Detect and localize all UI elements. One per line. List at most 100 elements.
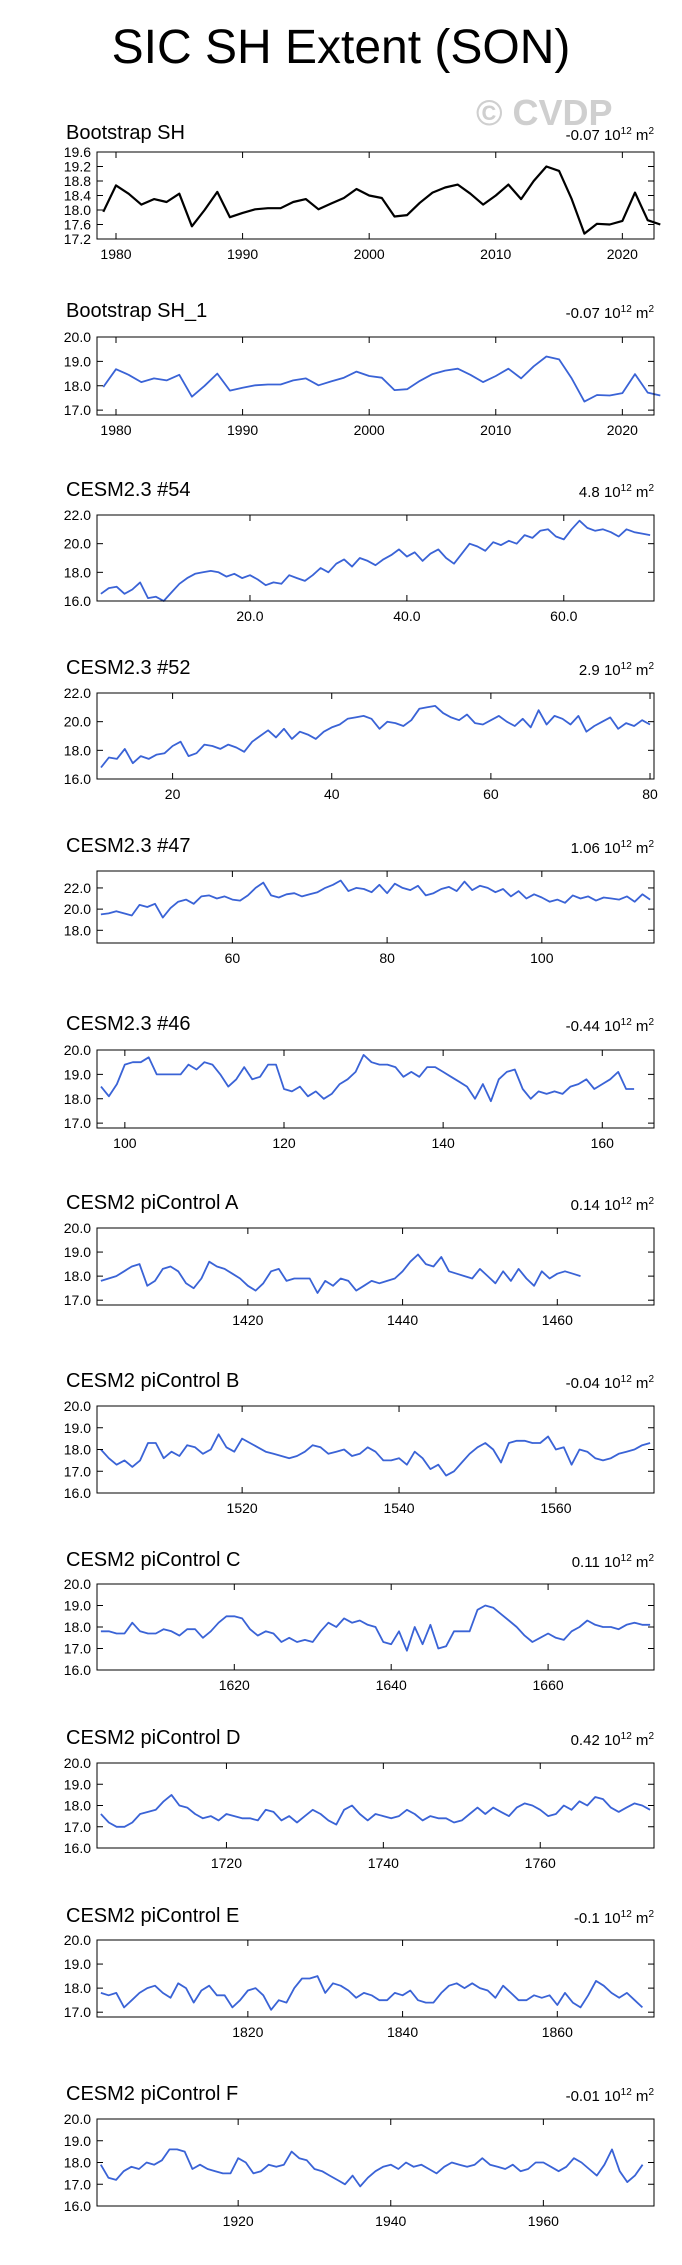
trend-value: -0.07 10 [565, 305, 621, 322]
trend-unit-exponent: 2 [648, 483, 654, 494]
series-line [100, 879, 651, 919]
panel-title: CESM2 piControl F [66, 2083, 239, 2105]
y-tick-label: 16.0 [64, 1840, 91, 1856]
y-tick-label: 20.0 [64, 1755, 91, 1771]
trend-value: 1.06 10 [570, 840, 621, 857]
panel-plot: 16.0 18.0 20.0 22.0 20 40 60 80 [64, 685, 658, 802]
x-tick-label: 1660 [533, 1677, 564, 1693]
y-tick-label: 20.0 [64, 1932, 91, 1948]
x-tick-label: 1540 [383, 1500, 414, 1516]
trend-value: -0.04 10 [565, 1375, 621, 1392]
trend-unit-exponent: 2 [648, 1017, 654, 1028]
panel-plot: 17.0 18.0 19.0 20.0 1820 1840 1860 [64, 1932, 655, 2040]
y-tick-label: 19.0 [64, 1420, 91, 1436]
trend-exponent: 12 [620, 1017, 632, 1028]
panel-trend-label: 0.42 1012 m2 [571, 1731, 654, 1749]
x-tick-label: 1980 [100, 246, 131, 262]
trend-unit: m [631, 662, 649, 679]
y-tick-label: 17.0 [64, 1463, 91, 1479]
x-tick-label: 2020 [607, 422, 638, 438]
plot-frame [96, 1227, 655, 1306]
plot-frame [96, 1049, 655, 1129]
x-tick-label: 1860 [542, 2024, 573, 2040]
panel-title: Bootstrap SH [66, 122, 185, 144]
panel-trend-label: -0.1 1012 m2 [574, 1909, 654, 1927]
trend-unit: m [631, 1910, 649, 1927]
panel-trend-label: -0.07 1012 m2 [566, 126, 654, 144]
x-tick-label: 1620 [219, 1677, 250, 1693]
y-tick-label: 18.0 [64, 1619, 91, 1635]
panel-title: CESM2 piControl E [66, 1905, 240, 1927]
y-tick-label: 19.2 [64, 159, 91, 175]
y-tick-label: 18.0 [64, 1798, 91, 1814]
trend-unit: m [631, 1732, 649, 1749]
panel-title: CESM2.3 #52 [66, 657, 191, 679]
series-line [100, 1253, 581, 1294]
y-tick-label: 20.0 [64, 2111, 91, 2127]
series-line [100, 705, 651, 769]
y-tick-label: 16.0 [64, 1662, 91, 1678]
plot-frame [96, 692, 655, 780]
x-tick-label: 1760 [525, 1855, 556, 1871]
panel-trend-label: -0.04 1012 m2 [566, 1374, 654, 1392]
panel-trend-label: 1.06 1012 m2 [571, 839, 654, 857]
trend-value: 0.11 10 [571, 1554, 621, 1571]
y-tick-label: 17.0 [64, 1292, 91, 1308]
trend-unit: m [631, 1018, 649, 1035]
x-tick-label: 1740 [368, 1855, 399, 1871]
trend-unit-exponent: 2 [648, 126, 654, 137]
y-tick-label: 19.0 [64, 1776, 91, 1792]
y-tick-label: 18.0 [64, 742, 91, 758]
plot-frame [96, 514, 655, 602]
y-tick-label: 18.0 [64, 564, 91, 580]
x-tick-label: 140 [431, 1135, 455, 1151]
panel-title: CESM2.3 #46 [66, 1013, 191, 1035]
x-tick-label: 1960 [528, 2213, 559, 2229]
trend-exponent: 12 [620, 1731, 632, 1742]
trend-value: -0.07 10 [565, 127, 621, 144]
y-tick-label: 17.0 [64, 1641, 91, 1657]
x-tick-label: 2020 [607, 246, 638, 262]
trend-unit-exponent: 2 [648, 2087, 654, 2098]
y-tick-label: 17.2 [64, 231, 91, 247]
panel-plot: 16.0 17.0 18.0 19.0 20.0 1720 1740 1760 [64, 1755, 655, 1871]
series-line [100, 1975, 644, 2011]
y-tick-label: 16.0 [64, 2198, 91, 2214]
trend-unit: m [631, 2088, 649, 2105]
y-tick-label: 16.0 [64, 771, 91, 787]
page-title: SIC SH Extent (SON) [111, 21, 571, 74]
x-tick-label: 2010 [480, 246, 511, 262]
x-tick-label: 80 [642, 786, 658, 802]
panel-plot: 16.0 17.0 18.0 19.0 20.0 1620 1640 1660 [64, 1576, 655, 1693]
y-tick-label: 19.0 [64, 353, 91, 369]
series-line [102, 355, 661, 403]
series-line [100, 1433, 651, 1477]
x-tick-label: 1990 [227, 422, 258, 438]
trend-value: -0.44 10 [565, 1018, 621, 1035]
trend-unit-exponent: 2 [648, 661, 654, 672]
y-tick-label: 20.0 [64, 1042, 91, 1058]
x-tick-label: 1720 [211, 1855, 242, 1871]
x-tick-label: 1420 [232, 1312, 263, 1328]
x-tick-label: 1980 [100, 422, 131, 438]
trend-exponent: 12 [620, 483, 632, 494]
trend-exponent: 12 [620, 1374, 632, 1385]
x-tick-label: 1440 [387, 1312, 418, 1328]
y-tick-label: 19.0 [64, 2133, 91, 2149]
y-tick-label: 20.0 [64, 901, 91, 917]
trend-unit: m [631, 127, 649, 144]
trend-exponent: 12 [620, 839, 632, 850]
x-tick-label: 2010 [480, 422, 511, 438]
trend-exponent: 12 [620, 661, 632, 672]
series-line [102, 165, 661, 235]
x-tick-label: 1920 [223, 2213, 254, 2229]
panel-trend-label: -0.01 1012 m2 [566, 2087, 654, 2105]
cvdp-watermark: © CVDP [476, 92, 613, 133]
x-tick-label: 80 [379, 950, 395, 966]
trend-exponent: 12 [620, 1553, 632, 1564]
trend-unit-exponent: 2 [648, 1553, 654, 1564]
y-tick-label: 20.0 [64, 714, 91, 730]
x-tick-label: 1940 [375, 2213, 406, 2229]
x-tick-label: 60 [225, 950, 241, 966]
